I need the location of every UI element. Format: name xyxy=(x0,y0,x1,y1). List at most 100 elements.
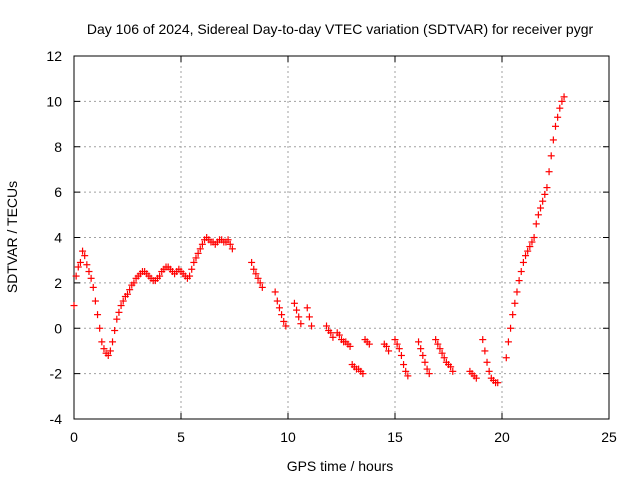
data-point xyxy=(421,358,429,366)
data-point xyxy=(111,327,119,335)
data-point xyxy=(541,190,549,198)
data-point xyxy=(126,286,134,294)
data-point xyxy=(192,254,200,262)
data-point xyxy=(549,136,557,144)
data-point xyxy=(513,288,521,296)
data-point xyxy=(196,245,204,253)
y-tick-label: 0 xyxy=(54,320,62,336)
data-point xyxy=(278,311,286,319)
data-point xyxy=(534,211,542,219)
data-point xyxy=(483,358,491,366)
data-point xyxy=(517,268,525,276)
data-point xyxy=(228,245,236,253)
y-tick-label: -4 xyxy=(50,411,63,427)
data-point xyxy=(271,288,279,296)
data-point xyxy=(258,283,266,291)
data-point xyxy=(188,265,196,273)
data-point xyxy=(522,252,530,260)
data-point xyxy=(130,279,138,287)
data-point xyxy=(273,297,281,305)
data-point xyxy=(295,313,303,321)
data-point xyxy=(104,351,112,359)
x-tick-label: 0 xyxy=(70,429,78,445)
data-point xyxy=(545,168,553,176)
data-point xyxy=(552,122,559,130)
data-point xyxy=(393,340,401,348)
data-point xyxy=(402,367,410,375)
x-tick-label: 25 xyxy=(601,429,617,445)
data-point xyxy=(479,336,487,344)
data-points xyxy=(70,93,568,387)
data-point xyxy=(397,351,405,359)
data-point xyxy=(275,304,283,312)
data-point xyxy=(96,324,104,332)
data-point xyxy=(115,308,123,316)
data-point xyxy=(423,365,431,373)
data-point xyxy=(504,338,512,346)
data-point xyxy=(509,311,517,319)
grid xyxy=(74,56,609,419)
data-point xyxy=(94,311,102,319)
data-point xyxy=(70,302,78,310)
data-point xyxy=(79,247,87,255)
data-point xyxy=(515,277,523,285)
y-tick-label: 8 xyxy=(54,139,62,155)
data-point xyxy=(190,258,198,266)
data-point xyxy=(485,367,493,375)
data-point xyxy=(87,274,95,282)
data-point xyxy=(385,347,393,355)
data-point xyxy=(252,270,260,278)
data-point xyxy=(293,306,301,314)
data-point xyxy=(415,338,423,346)
y-axis-title: SDTVAR / TECUs xyxy=(4,181,20,293)
data-point xyxy=(537,204,545,212)
data-point xyxy=(156,272,164,280)
data-point xyxy=(109,338,117,346)
data-point xyxy=(556,104,564,112)
data-point xyxy=(425,370,433,378)
data-point xyxy=(74,263,82,271)
data-point xyxy=(438,349,446,357)
data-point xyxy=(417,345,425,353)
data-point xyxy=(335,331,343,339)
data-point xyxy=(404,372,412,380)
data-point xyxy=(481,347,489,355)
data-point xyxy=(554,113,562,121)
data-point xyxy=(507,324,515,332)
y-tick-label: 10 xyxy=(46,93,62,109)
data-point xyxy=(524,247,532,255)
data-point xyxy=(494,379,502,387)
data-point xyxy=(305,313,313,321)
data-point xyxy=(558,97,566,105)
x-tick-label: 15 xyxy=(387,429,403,445)
data-point xyxy=(248,258,256,266)
x-tick-label: 20 xyxy=(494,429,510,445)
data-point xyxy=(543,184,551,192)
data-point xyxy=(224,236,232,244)
data-point xyxy=(449,367,457,375)
data-point xyxy=(91,297,99,305)
data-point xyxy=(519,258,527,266)
data-point xyxy=(502,354,510,362)
data-point xyxy=(186,272,194,280)
data-point xyxy=(308,322,316,330)
data-point xyxy=(76,258,84,266)
data-point xyxy=(98,338,106,346)
data-point xyxy=(81,252,89,260)
data-point xyxy=(382,342,390,350)
data-point xyxy=(85,268,93,276)
data-point xyxy=(198,240,206,248)
x-tick-label: 10 xyxy=(280,429,296,445)
data-point xyxy=(113,315,121,323)
y-tick-label: 4 xyxy=(54,230,62,246)
data-point xyxy=(297,320,305,328)
data-point xyxy=(530,234,538,241)
data-point xyxy=(117,302,125,310)
x-axis-title: GPS time / hours xyxy=(287,458,394,474)
data-point xyxy=(547,152,555,160)
data-point xyxy=(560,93,568,101)
data-point xyxy=(100,345,108,353)
data-point xyxy=(472,374,480,382)
data-point xyxy=(432,336,440,344)
